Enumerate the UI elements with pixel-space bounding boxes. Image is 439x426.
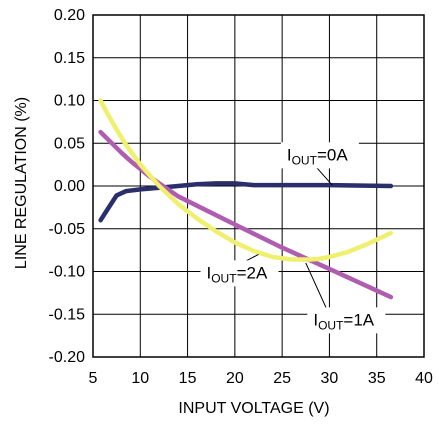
x-tick-labels: 5 10 15 20 25 30 35 40 [89, 370, 433, 387]
y-tick-label: 0.05 [54, 135, 85, 152]
x-tick-label: 25 [273, 370, 291, 387]
x-tick-label: 5 [89, 370, 98, 387]
y-tick-labels: 0.20 0.15 0.10 0.05 0.00 -0.05 -0.10 -0.15 -0.20 [49, 7, 86, 366]
x-tick-label: 35 [368, 370, 386, 387]
y-tick-label: -0.20 [49, 349, 86, 366]
plot-border [92, 14, 425, 358]
x-tick-label: 40 [415, 370, 433, 387]
series-line-iout-0a [98, 181, 394, 223]
series-annotation-label: IOUT=1A [313, 310, 374, 332]
x-tick-label: 10 [131, 370, 149, 387]
y-tick-label: 0.15 [54, 50, 85, 67]
y-tick-label: 0.00 [54, 178, 85, 195]
series-annotations: IOUT=0A IOUT=2A IOUT=1A [200, 142, 386, 334]
x-tick-label: 20 [226, 370, 244, 387]
plot-frame [92, 14, 425, 358]
y-tick-label: -0.10 [49, 264, 86, 281]
x-tick-label: 15 [179, 370, 197, 387]
y-tick-label: -0.05 [49, 221, 86, 238]
annotation-leaders [224, 154, 333, 320]
y-tick-label: -0.15 [49, 306, 86, 323]
x-tick-label: 30 [321, 370, 339, 387]
y-tick-label: 0.20 [54, 7, 85, 24]
series-line-iout-2a [98, 98, 394, 262]
annotation-label-bg [200, 260, 279, 287]
series-lines [98, 98, 394, 300]
y-axis-title: LINE REGULATION (%) [13, 97, 30, 269]
y-tick-label: 0.10 [54, 93, 85, 110]
annotation-label-bg [280, 142, 359, 169]
annotation-label-bg [307, 307, 386, 334]
series-annotation-label: IOUT=2A [206, 263, 267, 285]
x-axis-title: INPUT VOLTAGE (V) [178, 400, 329, 417]
series-annotation-label: IOUT=0A [287, 145, 348, 167]
